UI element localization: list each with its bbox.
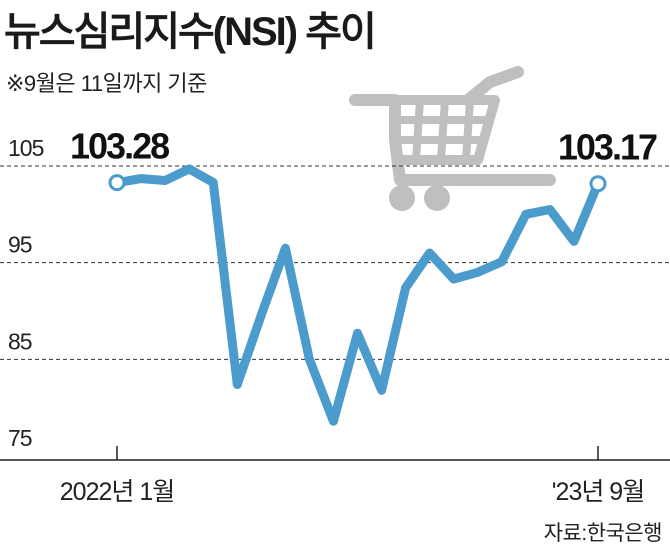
- data-labels: 103.28 103.17: [70, 126, 659, 168]
- data-label-0: 103.28: [70, 126, 169, 167]
- y-tick-label-75: 75: [8, 425, 32, 451]
- source-note: 자료:한국은행: [543, 522, 663, 545]
- x-axis: 2022년 1월 '23년 9월: [0, 446, 670, 506]
- grid-lines: [0, 165, 670, 360]
- cart-rib-2: [462, 99, 474, 161]
- cart-handle: [462, 66, 524, 106]
- y-tick-label-105: 105: [8, 135, 44, 161]
- cart-rib-1: [437, 99, 449, 161]
- x-tick-label-1: '23년 9월: [552, 478, 644, 506]
- y-axis-ticks: 105 95 85 75: [8, 135, 45, 451]
- cart-frame: [349, 94, 556, 186]
- data-label-20: 103.17: [558, 127, 657, 168]
- point-marker-20: [589, 175, 607, 193]
- y-tick-label-85: 85: [8, 328, 32, 354]
- y-tick-label-95: 95: [8, 232, 32, 258]
- end-markers: [108, 174, 607, 193]
- cart-rib-0: [412, 99, 424, 161]
- chart-subtitle-note: ※9월은 11일까지 기준: [6, 71, 207, 96]
- cart-wheel-left: [389, 185, 415, 211]
- shopping-cart-icon: [349, 66, 556, 211]
- chart-title: 뉴스심리지수(NSI) 추이: [4, 10, 377, 54]
- series-line: [112, 164, 603, 426]
- cart-wheel-right: [424, 185, 450, 211]
- point-marker-0: [108, 174, 126, 192]
- x-tick-label-0: 2022년 1월: [60, 478, 174, 506]
